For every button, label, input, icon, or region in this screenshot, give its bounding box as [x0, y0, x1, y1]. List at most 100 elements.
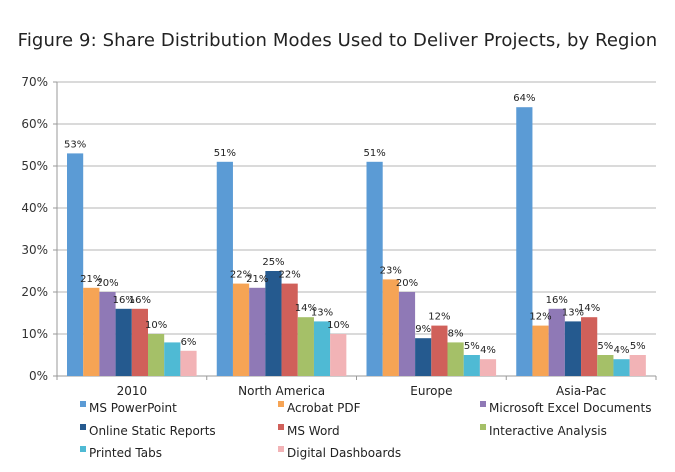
y-tick-label: 20%: [21, 285, 48, 299]
legend-item: Interactive Analysis: [480, 424, 607, 438]
bar: [99, 292, 116, 376]
chart-title: Figure 9: Share Distribution Modes Used …: [17, 30, 658, 51]
bar: [581, 317, 598, 376]
legend-label: Digital Dashboards: [287, 446, 402, 460]
data-label: 10%: [145, 320, 167, 331]
y-tick-label: 60%: [21, 117, 48, 131]
bar: [265, 271, 282, 376]
x-tick-label: North America: [238, 384, 325, 398]
data-label: 22%: [230, 270, 252, 281]
bar: [83, 287, 100, 376]
data-label: 5%: [464, 341, 480, 352]
legend-item: Microsoft Excel Documents: [480, 401, 651, 415]
legend-item: Acrobat PDF: [278, 401, 360, 415]
bar: [115, 308, 132, 376]
x-tick-labels: 2010 North America Europe Asia-Pac: [117, 384, 607, 398]
bar: [366, 161, 383, 376]
legend-swatch: [278, 446, 284, 452]
data-label: 16%: [129, 295, 151, 306]
data-label: 22%: [279, 270, 301, 281]
bar: [613, 359, 630, 376]
legend-label: MS Word: [287, 424, 340, 438]
legend-swatch: [480, 424, 486, 430]
legend-swatch: [278, 424, 284, 430]
bar: [313, 321, 331, 376]
bar: [597, 355, 614, 376]
legend-swatch: [80, 424, 86, 430]
y-tick-label: 0%: [29, 369, 48, 383]
y-tick-labels: 0% 10% 20% 30% 40% 50% 60% 70%: [21, 75, 48, 383]
bar: [249, 287, 266, 376]
legend-item: Digital Dashboards: [278, 446, 401, 460]
data-label: 12%: [428, 312, 450, 323]
data-label: 4%: [480, 345, 496, 356]
data-label: 16%: [113, 295, 135, 306]
bar: [398, 292, 416, 376]
legend-label: Microsoft Excel Documents: [489, 401, 652, 415]
bar: [479, 359, 497, 376]
legend-label: Online Static Reports: [89, 424, 216, 438]
legend-item: Printed Tabs: [80, 446, 162, 460]
data-label: 23%: [380, 265, 402, 276]
data-label: 16%: [546, 295, 568, 306]
bar: [67, 153, 84, 376]
bar: [516, 107, 533, 376]
y-tick-label: 30%: [21, 243, 48, 257]
legend-label: Acrobat PDF: [287, 401, 361, 415]
data-label: 51%: [214, 148, 236, 159]
data-label: 21%: [246, 274, 268, 285]
bar: [281, 283, 298, 376]
bar: [180, 350, 197, 376]
bar: [330, 334, 347, 376]
y-tick-label: 10%: [21, 327, 48, 341]
y-tick-label: 50%: [21, 159, 48, 173]
legend-label: Printed Tabs: [89, 446, 162, 460]
data-label: 14%: [295, 303, 317, 314]
bar: [131, 308, 148, 376]
legend-item: MS Word: [278, 424, 340, 438]
data-label: 14%: [578, 303, 600, 314]
legend-swatch: [80, 401, 86, 407]
bar: [216, 161, 233, 376]
legend-label: Interactive Analysis: [489, 424, 607, 438]
data-label: 10%: [327, 320, 349, 331]
bar: [382, 279, 399, 376]
bar: [164, 342, 181, 376]
x-tick-label: Europe: [410, 384, 452, 398]
bar: [548, 308, 565, 376]
data-label: 13%: [562, 307, 584, 318]
legend-swatch: [80, 446, 86, 452]
data-label: 6%: [181, 337, 197, 348]
data-label: 53%: [64, 139, 86, 150]
bar: [532, 325, 549, 376]
bar: [463, 355, 480, 376]
x-tick-label: Asia-Pac: [556, 384, 606, 398]
legend-item: Online Static Reports: [80, 424, 216, 438]
data-label: 4%: [614, 345, 630, 356]
bar: [564, 321, 582, 376]
data-label: 13%: [311, 307, 333, 318]
legend-swatch: [480, 401, 486, 407]
data-label: 5%: [597, 341, 613, 352]
legend-label: MS PowerPoint: [89, 401, 177, 415]
bar: [629, 355, 646, 376]
bar: [447, 342, 464, 376]
data-labels: 53%21%20%16%16%10%6%51%22%21%25%22%14%13…: [64, 93, 646, 356]
legend-item: MS PowerPoint: [80, 401, 177, 415]
data-label: 5%: [630, 341, 646, 352]
y-tick-label: 40%: [21, 201, 48, 215]
data-label: 20%: [396, 278, 418, 289]
bar: [297, 317, 314, 376]
data-label: 12%: [529, 312, 551, 323]
data-label: 9%: [415, 324, 431, 335]
data-label: 64%: [513, 93, 535, 104]
bar: [232, 283, 250, 376]
bar: [415, 338, 432, 376]
bars: [67, 107, 646, 376]
bar: [431, 325, 448, 376]
data-label: 8%: [448, 328, 464, 339]
data-label: 20%: [96, 278, 118, 289]
x-tick-label: 2010: [117, 384, 148, 398]
bar: [148, 334, 165, 376]
